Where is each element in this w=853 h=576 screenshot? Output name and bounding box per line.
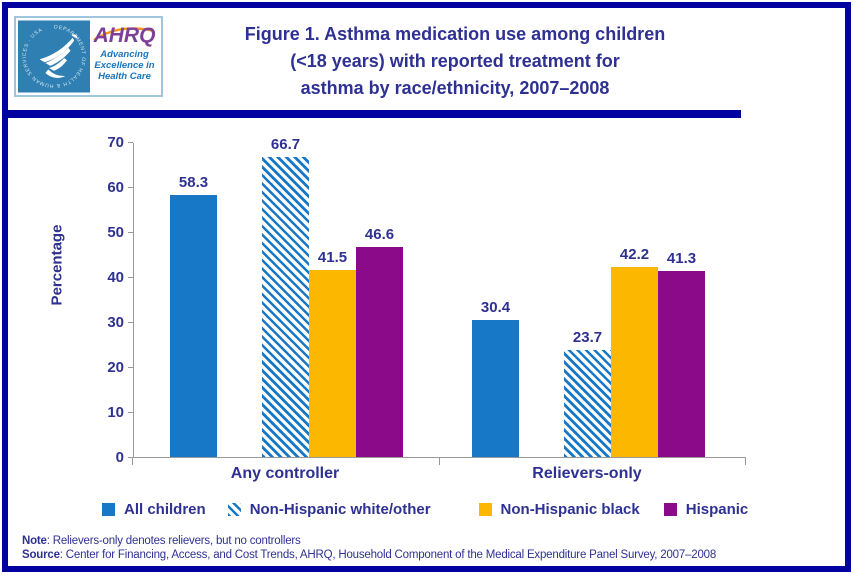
ahrq-swoosh-icon <box>93 27 155 42</box>
legend-swatch-non-hispanic-white-other <box>227 503 241 516</box>
ahrq-tagline: Advancing Excellence in Health Care <box>94 49 154 82</box>
header-divider-rule <box>8 110 741 118</box>
y-tick-label-50: 50 <box>107 224 124 241</box>
bar-non-hispanic-black-relievers-only <box>611 267 658 457</box>
legend-item-all-children: All children <box>102 501 206 518</box>
legend-item-non-hispanic-black: Non-Hispanic black <box>478 501 640 518</box>
tagline-line: Excellence in <box>94 60 155 71</box>
bar-value-hispanic-any-controller: 46.6 <box>364 226 395 243</box>
legend-swatch-all-children <box>102 503 115 516</box>
y-tick-label-60: 60 <box>107 179 124 196</box>
ahrq-hhs-logo: DEPARTMENT OF HEALTH & HUMAN SERVICES · … <box>14 16 163 97</box>
bar-value-hispanic-relievers-only: 41.3 <box>666 250 697 267</box>
x-axis-tick-left <box>132 458 133 465</box>
source-label: Source <box>22 548 60 561</box>
legend-swatch-hispanic <box>663 503 677 516</box>
bar-value-non-hispanic-white-other-relievers-only: 23.7 <box>572 329 603 346</box>
plot-area: 58.3 66.7 41.5 46.6 30.4 23.7 42.2 41.3 <box>133 136 746 458</box>
y-tick-mark <box>128 187 133 188</box>
footnotes: Note: Relievers-only denotes relievers, … <box>22 535 716 562</box>
y-tick-mark <box>128 367 133 368</box>
x-category-label-relievers-only: Relievers-only <box>532 465 642 482</box>
bar-value-all-children-relievers-only: 30.4 <box>480 299 511 316</box>
bar-all-children-any-controller <box>170 195 217 457</box>
note-line: Note: Relievers-only denotes relievers, … <box>22 535 716 549</box>
legend-swatch-non-hispanic-black <box>478 503 492 516</box>
figure-title-line3: asthma by race/ethnicity, 2007–2008 <box>300 78 610 98</box>
y-tick-label-40: 40 <box>107 269 124 286</box>
y-axis: 0 10 20 30 40 50 60 70 <box>86 134 133 466</box>
x-category-label-any-controller: Any controller <box>230 465 340 482</box>
legend-label-non-hispanic-black: Non-Hispanic black <box>500 501 640 518</box>
y-tick-mark <box>128 412 133 413</box>
chart-legend: All children Non-Hispanic white/other Non-… <box>102 501 748 518</box>
y-tick-label-10: 10 <box>107 404 124 421</box>
y-tick-mark <box>128 142 133 143</box>
bar-non-hispanic-white-other-relievers-only <box>564 350 611 457</box>
bar-all-children-relievers-only <box>472 320 519 457</box>
legend-label-non-hispanic-white-other: Non-Hispanic white/other <box>249 501 431 518</box>
legend-label-hispanic: Hispanic <box>685 501 749 518</box>
bar-value-non-hispanic-black-relievers-only: 42.2 <box>619 246 650 263</box>
bar-hispanic-any-controller <box>356 247 403 457</box>
y-tick-label-0: 0 <box>115 449 124 466</box>
legend-item-non-hispanic-white-other: Non-Hispanic white/other <box>227 501 431 518</box>
bar-value-non-hispanic-white-other-any-controller: 66.7 <box>270 136 301 153</box>
note-text: : Relievers-only denotes relievers, but … <box>46 535 301 547</box>
hhs-seal-icon: DEPARTMENT OF HEALTH & HUMAN SERVICES · … <box>18 20 90 93</box>
bar-non-hispanic-black-any-controller <box>309 270 356 457</box>
source-text: : Center for Financing, Access, and Cost… <box>59 548 717 561</box>
y-tick-mark <box>128 322 133 323</box>
y-tick-label-30: 30 <box>107 314 124 331</box>
y-tick-label-70: 70 <box>107 134 124 151</box>
note-label: Note <box>22 535 47 547</box>
tagline-line: Health Care <box>98 71 151 82</box>
y-tick-mark <box>128 457 133 458</box>
bar-value-non-hispanic-black-any-controller: 41.5 <box>317 249 348 266</box>
x-axis-tick-right <box>745 458 746 465</box>
bar-non-hispanic-white-other-any-controller <box>262 157 309 457</box>
x-axis-tick-mid <box>439 458 440 465</box>
ahrq-logo-panel: AHRQ Advancing Excellence in Health Care <box>90 20 159 93</box>
y-tick-mark <box>128 232 133 233</box>
legend-label-all-children: All children <box>124 501 206 518</box>
figure-title-line1: Figure 1. Asthma medication use among ch… <box>244 24 666 44</box>
figure-title-line2: (<18 years) with reported treatment for <box>290 51 620 71</box>
source-line: Source: Center for Financing, Access, an… <box>22 549 716 563</box>
tagline-line: Advancing <box>100 49 149 60</box>
figure-title: Figure 1. Asthma medication use among ch… <box>185 21 725 102</box>
bar-value-all-children-any-controller: 58.3 <box>178 174 209 191</box>
y-tick-mark <box>128 277 133 278</box>
ahrq-wordmark: AHRQ <box>93 24 156 47</box>
bar-hispanic-relievers-only <box>658 271 705 457</box>
y-tick-label-20: 20 <box>107 359 124 376</box>
legend-item-hispanic: Hispanic <box>663 501 749 518</box>
y-axis-title: Percentage <box>48 224 66 306</box>
